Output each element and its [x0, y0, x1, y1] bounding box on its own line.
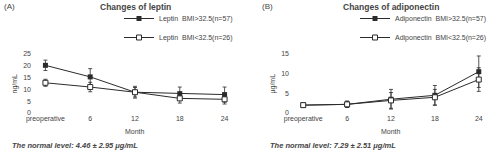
svg-text:0: 0: [27, 109, 31, 116]
svg-text:Leptin BMI>32.5(n=57): Leptin BMI>32.5(n=57): [159, 15, 233, 23]
svg-text:Month: Month: [381, 128, 401, 135]
svg-text:24: 24: [221, 115, 229, 122]
svg-text:0: 0: [285, 109, 289, 116]
svg-text:Leptin BMI<32.5(n=26): Leptin BMI<32.5(n=26): [159, 34, 233, 42]
svg-text:μg/mL: μg/mL: [269, 74, 277, 94]
svg-text:25: 25: [23, 50, 31, 57]
svg-text:15: 15: [281, 50, 289, 57]
svg-text:preoperative: preoperative: [26, 115, 65, 123]
svg-text:5: 5: [27, 98, 31, 105]
svg-text:The normal level: 4.46 ± 2.95: The normal level: 4.46 ± 2.95 μg/mL: [12, 141, 138, 150]
svg-text:12: 12: [387, 115, 395, 122]
svg-text:Adiponectin BMI>32.5(n=57): Adiponectin BMI>32.5(n=57): [395, 15, 486, 23]
svg-text:10: 10: [281, 70, 289, 77]
svg-text:6: 6: [345, 115, 349, 122]
svg-text:(A): (A): [4, 2, 15, 11]
svg-text:24: 24: [475, 115, 483, 122]
svg-text:12: 12: [131, 115, 139, 122]
svg-text:preoperative: preoperative: [284, 115, 323, 123]
svg-text:Changes of adiponectin: Changes of adiponectin: [343, 2, 439, 12]
svg-text:20: 20: [23, 62, 31, 69]
svg-text:5: 5: [285, 90, 289, 97]
svg-text:18: 18: [431, 115, 439, 122]
svg-text:Changes of leptin: Changes of leptin: [100, 2, 171, 12]
svg-text:Adiponectin BMI<32.5(n=26): Adiponectin BMI<32.5(n=26): [395, 34, 486, 42]
svg-text:10: 10: [23, 86, 31, 93]
svg-text:(B): (B): [262, 2, 273, 11]
svg-text:15: 15: [23, 74, 31, 81]
svg-text:The normal level: 7.29 ± 2.51: The normal level: 7.29 ± 2.51 μg/mL: [270, 141, 396, 150]
svg-text:18: 18: [176, 115, 184, 122]
svg-text:6: 6: [88, 115, 92, 122]
svg-text:Month: Month: [125, 128, 145, 135]
svg-text:ng/mL: ng/mL: [11, 74, 19, 94]
